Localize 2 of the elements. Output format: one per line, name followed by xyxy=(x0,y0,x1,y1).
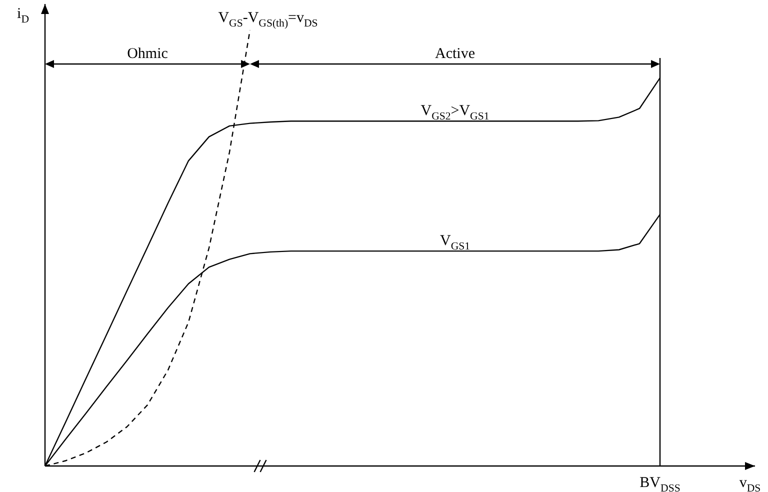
annotation: Active xyxy=(435,46,476,62)
annotation: Ohmic xyxy=(127,46,168,62)
